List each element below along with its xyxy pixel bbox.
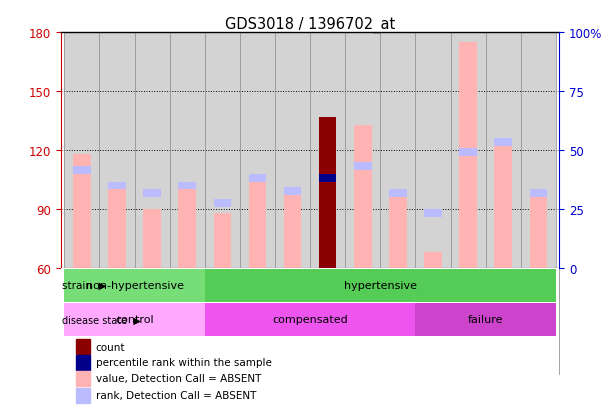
Text: control: control: [116, 315, 154, 325]
Bar: [488, 268, 523, 374]
Bar: [249, 182, 266, 268]
Bar: [134, 33, 170, 268]
Text: value, Detection Call = ABSENT: value, Detection Call = ABSENT: [95, 373, 261, 383]
Bar: [415, 33, 451, 268]
Text: hypertensive: hypertensive: [344, 280, 417, 290]
Bar: [494, 139, 512, 147]
Bar: [417, 268, 452, 374]
Bar: [76, 388, 90, 403]
Bar: [205, 269, 556, 302]
Bar: [108, 190, 126, 268]
Title: GDS3018 / 1396702_at: GDS3018 / 1396702_at: [225, 17, 395, 33]
Bar: [64, 33, 100, 268]
Bar: [240, 33, 275, 268]
Bar: [100, 33, 134, 268]
Bar: [319, 117, 336, 268]
Bar: [108, 182, 126, 190]
Bar: [310, 268, 346, 374]
Bar: [380, 33, 415, 268]
Bar: [275, 33, 310, 268]
Bar: [284, 196, 302, 268]
Bar: [354, 125, 371, 268]
Bar: [381, 268, 417, 374]
Text: rank, Detection Call = ABSENT: rank, Detection Call = ABSENT: [95, 390, 256, 400]
Bar: [415, 303, 556, 336]
Bar: [319, 174, 336, 182]
Bar: [494, 147, 512, 268]
Bar: [61, 268, 97, 374]
Bar: [205, 33, 240, 268]
Text: non-hypertensive: non-hypertensive: [86, 280, 184, 290]
Bar: [345, 33, 380, 268]
Bar: [76, 339, 90, 354]
Bar: [424, 210, 442, 217]
Bar: [459, 149, 477, 157]
Text: disease state  ▶: disease state ▶: [61, 315, 140, 325]
Bar: [143, 210, 161, 268]
Text: count: count: [95, 342, 125, 352]
Bar: [64, 269, 205, 302]
Bar: [354, 163, 371, 170]
Bar: [486, 33, 520, 268]
Bar: [64, 303, 205, 336]
Bar: [459, 43, 477, 268]
Bar: [213, 214, 231, 268]
Bar: [530, 196, 547, 268]
Bar: [451, 33, 486, 268]
Bar: [520, 33, 556, 268]
Bar: [284, 188, 302, 196]
Bar: [178, 182, 196, 190]
Bar: [213, 200, 231, 208]
Text: compensated: compensated: [272, 315, 348, 325]
Bar: [203, 268, 239, 374]
Bar: [73, 154, 91, 268]
Text: percentile rank within the sample: percentile rank within the sample: [95, 358, 272, 368]
Bar: [205, 303, 415, 336]
Bar: [170, 33, 205, 268]
Bar: [76, 371, 90, 386]
Bar: [319, 117, 336, 268]
Bar: [143, 190, 161, 198]
Bar: [249, 174, 266, 182]
Bar: [274, 268, 310, 374]
Bar: [530, 190, 547, 198]
Bar: [310, 33, 345, 268]
Text: strain  ▶: strain ▶: [61, 280, 106, 290]
Bar: [178, 188, 196, 268]
Bar: [523, 268, 559, 374]
Bar: [76, 355, 90, 370]
Bar: [452, 268, 488, 374]
Bar: [424, 253, 442, 268]
Bar: [168, 268, 203, 374]
Text: failure: failure: [468, 315, 503, 325]
Bar: [346, 268, 381, 374]
Bar: [132, 268, 168, 374]
Bar: [389, 190, 407, 198]
Bar: [73, 166, 91, 174]
Bar: [97, 268, 132, 374]
Bar: [239, 268, 274, 374]
Bar: [319, 174, 336, 182]
Bar: [389, 196, 407, 268]
